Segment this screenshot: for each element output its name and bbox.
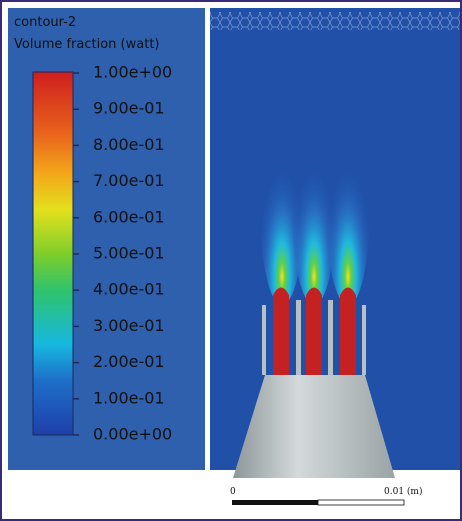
- tick-label: 3.00e-01: [93, 316, 165, 335]
- scale-start: 0: [230, 487, 236, 497]
- tick-label: 1.00e+00: [93, 63, 172, 82]
- scale-end: 0.01 (m): [384, 486, 422, 497]
- rods: [273, 288, 356, 376]
- plumes: [260, 115, 370, 305]
- legend-subtitle: Volume fraction (watt): [14, 37, 160, 52]
- colorbar: [33, 72, 73, 435]
- tick-label: 6.00e-01: [93, 207, 165, 226]
- tick-label: 4.00e-01: [93, 280, 165, 299]
- screenshot: contour-2 Volume fraction (watt) 1.00e+0…: [0, 0, 462, 521]
- tick-label: 2.00e-01: [93, 352, 165, 371]
- tick-label: 5.00e-01: [93, 244, 165, 263]
- scale-bar-white: [318, 500, 404, 505]
- tick-label: 8.00e-01: [93, 135, 165, 154]
- tick-label: 7.00e-01: [93, 171, 165, 190]
- mesh-band: [210, 12, 460, 30]
- tick-label: 0.00e+00: [93, 425, 172, 444]
- tick-label: 9.00e-01: [93, 99, 165, 118]
- legend-title: contour-2: [14, 15, 76, 30]
- scale-bar-black: [232, 500, 318, 505]
- tick-label: 1.00e-01: [93, 388, 165, 407]
